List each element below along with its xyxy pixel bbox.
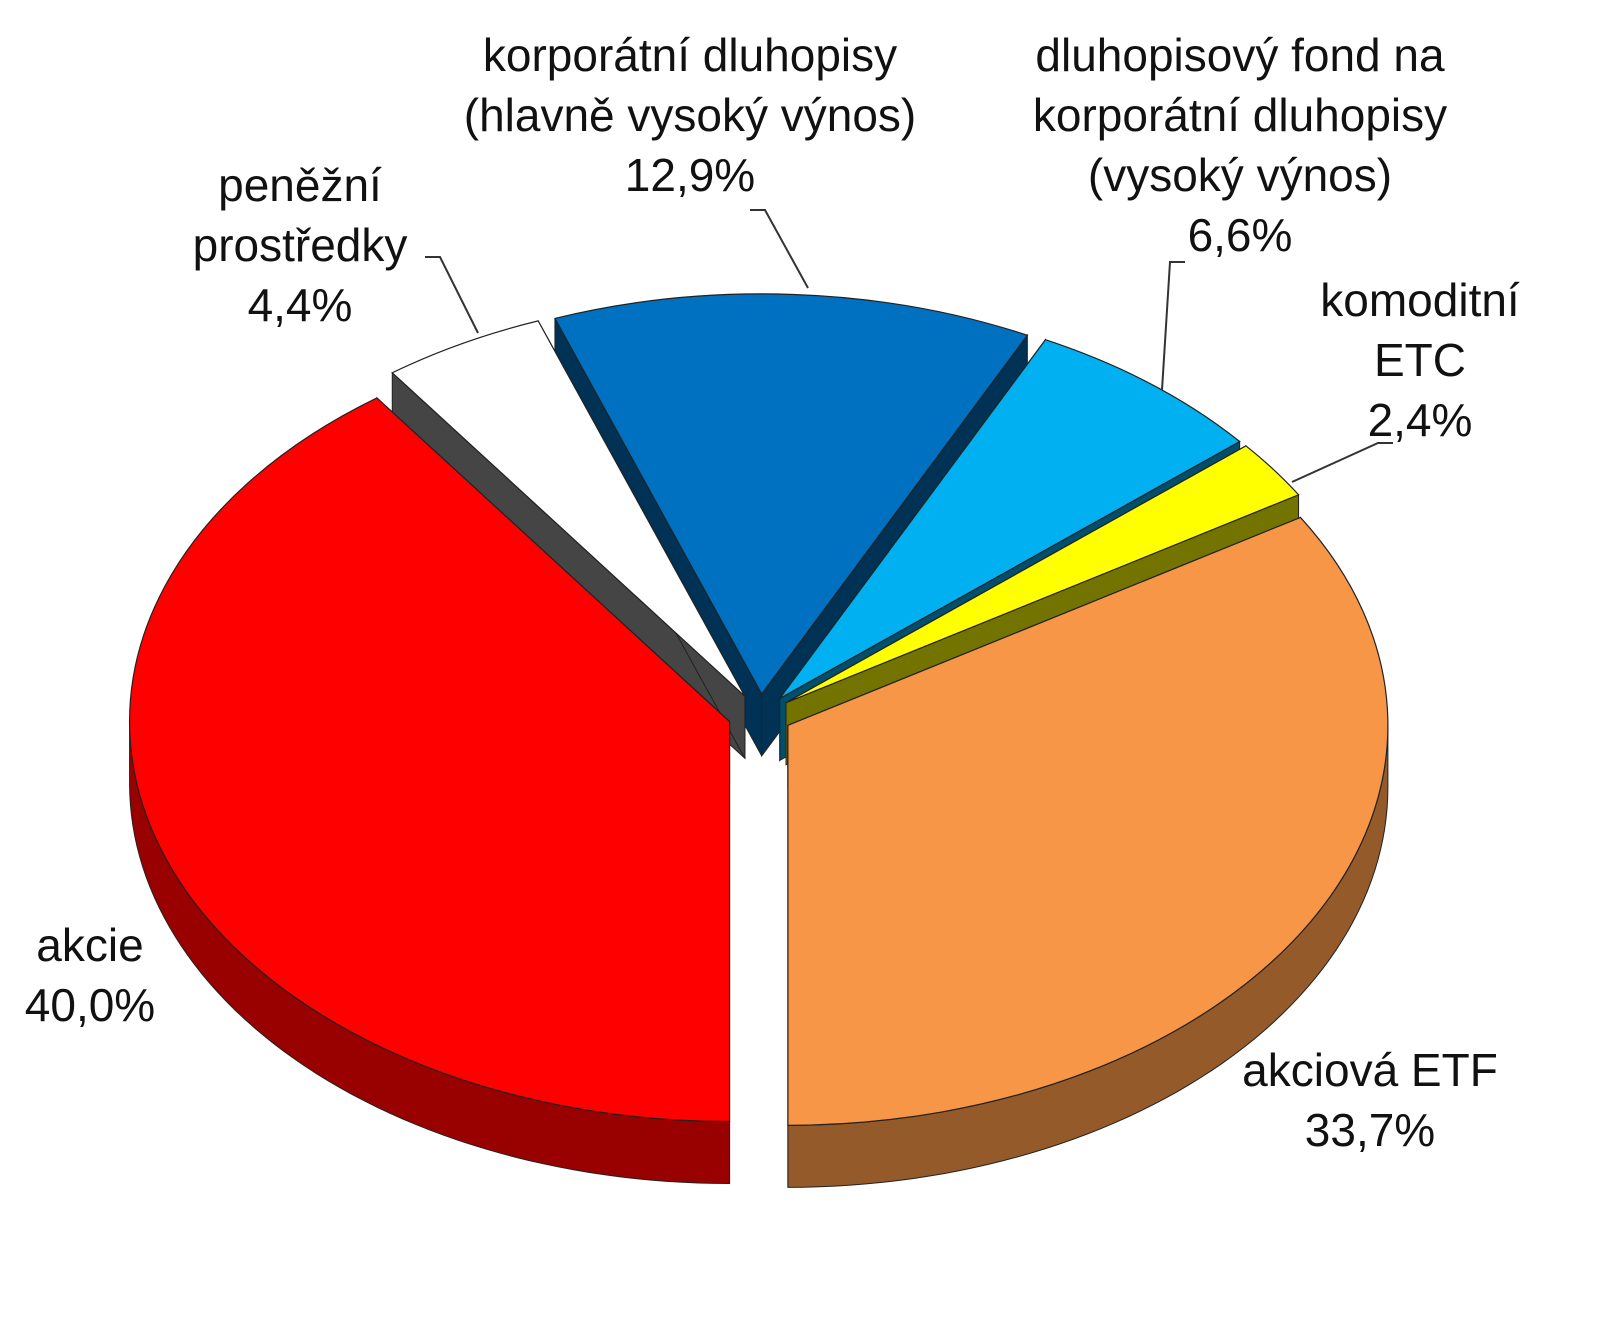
value-label: 33,7%	[1304, 1104, 1436, 1156]
pie-slice	[128, 397, 731, 1123]
value-label: 40,0%	[24, 979, 156, 1031]
slice-label: akciová ETF 33,7%	[1242, 1040, 1498, 1160]
category-label: peněžní prostředky	[192, 159, 408, 271]
pie-slice	[779, 339, 1241, 699]
leader-line	[425, 256, 479, 334]
slice-label: komoditní ETC 2,4%	[1320, 270, 1519, 450]
leader-line	[1161, 261, 1185, 391]
pie-slice	[785, 445, 1300, 704]
category-label: akciová ETF	[1242, 1044, 1498, 1096]
slice	[787, 516, 1389, 1188]
category-label: komoditní ETC	[1320, 274, 1520, 386]
value-label: 12,9%	[624, 149, 756, 201]
slice-label: peněžní prostředky 4,4%	[193, 155, 408, 335]
value-label: 2,4%	[1367, 394, 1473, 446]
category-label: dluhopisový fond na korporátní dluhopisy…	[1032, 29, 1448, 201]
slice-label: korporátní dluhopisy (hlavně vysoký výno…	[464, 25, 917, 205]
pie-slice	[554, 293, 1029, 696]
value-label: 4,4%	[247, 279, 353, 331]
leader-lines	[425, 209, 1393, 483]
category-label: akcie	[36, 919, 144, 971]
slice	[128, 396, 731, 1185]
slices	[128, 293, 1389, 1188]
category-label: korporátní dluhopisy (hlavně vysoký výno…	[463, 29, 917, 141]
pie-slice	[787, 516, 1389, 1126]
slice-label: dluhopisový fond na korporátní dluhopisy…	[1033, 25, 1447, 265]
pie-slice	[391, 320, 746, 697]
leader-line	[1291, 442, 1393, 483]
slice-label: akcie 40,0%	[25, 915, 155, 1035]
value-label: 6,6%	[1187, 209, 1293, 261]
leader-line	[750, 209, 809, 289]
